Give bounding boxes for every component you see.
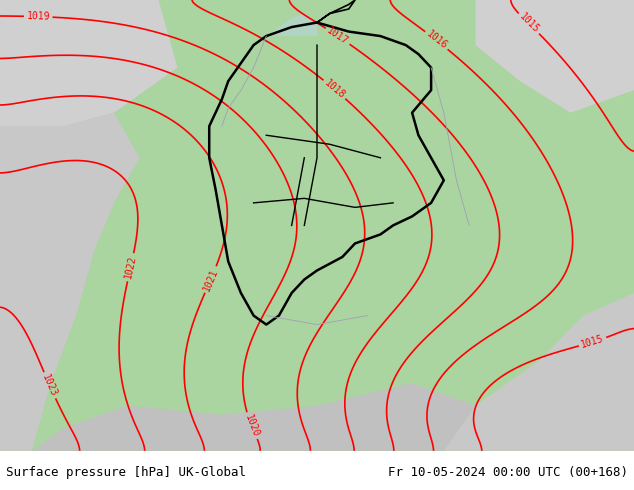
Polygon shape [0,113,139,451]
Text: 1021: 1021 [202,267,220,293]
Text: 1017: 1017 [325,25,350,47]
Text: 1022: 1022 [123,255,138,280]
Polygon shape [476,0,634,113]
Text: 1020: 1020 [243,413,261,439]
Text: Surface pressure [hPa] UK-Global: Surface pressure [hPa] UK-Global [6,466,247,479]
Text: 1015: 1015 [517,12,541,35]
Text: 1016: 1016 [424,29,449,51]
Polygon shape [444,293,634,451]
Polygon shape [266,14,317,36]
Polygon shape [0,0,178,135]
Text: 1023: 1023 [41,372,59,398]
Text: 1018: 1018 [322,78,347,101]
Text: 1015: 1015 [580,334,605,350]
Text: Fr 10-05-2024 00:00 UTC (00+168): Fr 10-05-2024 00:00 UTC (00+168) [387,466,628,479]
Polygon shape [0,383,476,451]
Text: 1019: 1019 [27,11,50,22]
